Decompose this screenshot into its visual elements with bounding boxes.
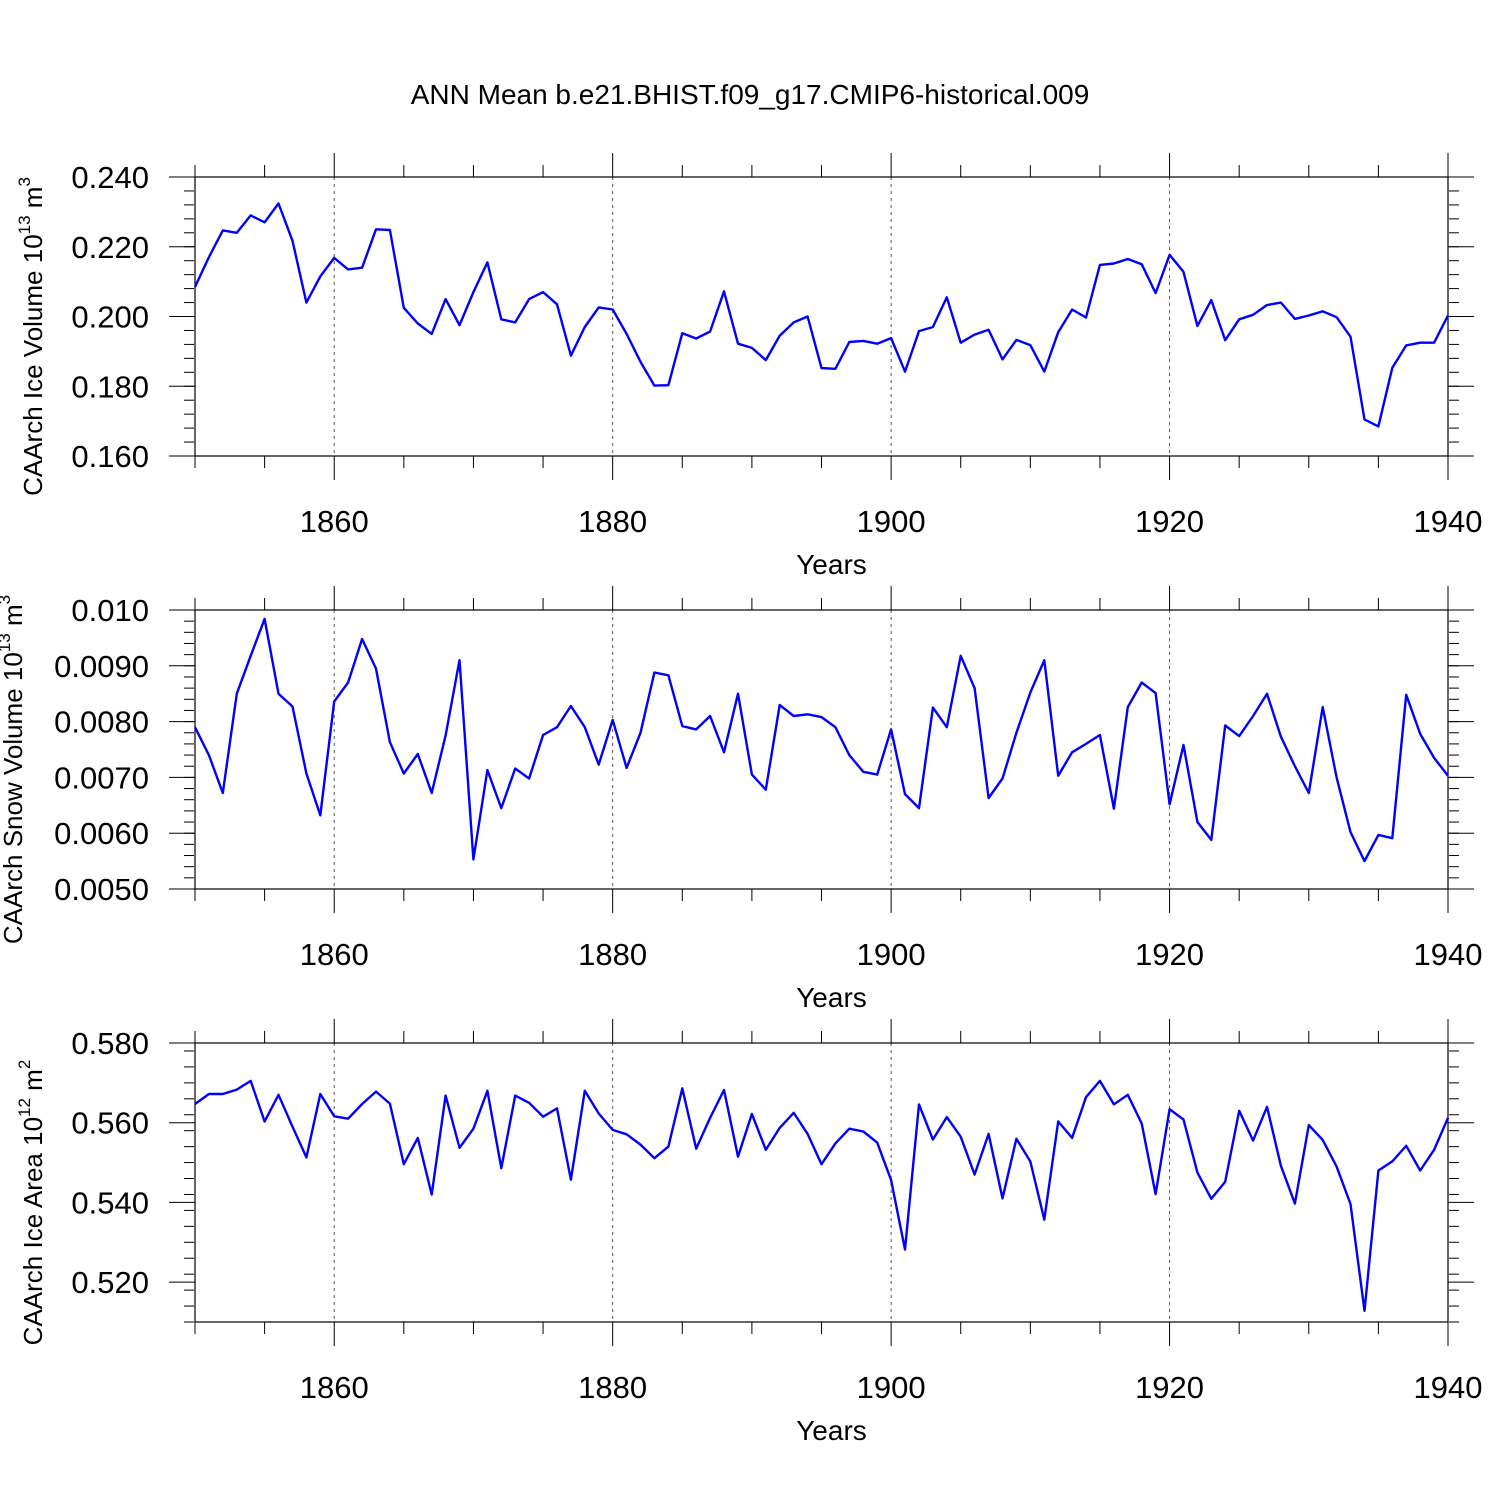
x-tick-label: 1940 (1414, 504, 1483, 539)
series-line (193, 617, 1449, 863)
x-tick-label: 1920 (1135, 937, 1204, 972)
y-tick-label: 0.180 (71, 369, 149, 404)
x-axis-label: Years (796, 982, 867, 1013)
y-axis-label-part: 12 (15, 1098, 34, 1117)
y-tick-label: 0.160 (71, 439, 149, 474)
plot-frame (194, 176, 1449, 457)
y-axis-label-part: CAArch Snow Volume 10 (0, 652, 28, 944)
y-tick-label: 0.220 (71, 230, 149, 265)
y-axis-label-part: m (18, 187, 48, 216)
y-axis-label-part: 3 (0, 595, 14, 604)
y-axis-label-part: 13 (15, 215, 34, 234)
series-line (194, 1079, 1450, 1313)
x-axis-label: Years (796, 549, 867, 580)
y-tick-label: 0.0070 (54, 760, 149, 795)
x-tick-label: 1920 (1135, 504, 1204, 539)
panel-3: 0.520 0.540 0.560 0.580 1860 1880 1900 1920 1940… (15, 1019, 1482, 1446)
plot-frame (194, 609, 1449, 890)
y-tick-label: 0.0060 (54, 816, 149, 851)
y-tick-label: 0.010 (71, 593, 149, 628)
x-tick-label: 1860 (300, 504, 369, 539)
x-tick-label: 1940 (1414, 1370, 1483, 1405)
plot-frame (194, 1042, 1449, 1323)
x-tick-label: 1880 (578, 937, 647, 972)
x-tick-label: 1880 (578, 504, 647, 539)
y-tick-label: 0.240 (71, 160, 149, 195)
x-tick-label: 1860 (300, 1370, 369, 1405)
series-line (193, 202, 1450, 428)
y-tick-label: 0.540 (71, 1185, 149, 1220)
y-axis-label-part: m (18, 1069, 48, 1098)
y-axis-label: CAArch Ice Volume 1013 m3 (15, 177, 48, 496)
x-tick-label: 1900 (857, 1370, 926, 1405)
x-tick-label: 1920 (1135, 1370, 1204, 1405)
y-tick-label: 0.0090 (54, 649, 149, 684)
x-tick-label: 1860 (300, 937, 369, 972)
x-axis-label: Years (796, 1415, 867, 1446)
y-axis-label-part: m (0, 604, 28, 633)
y-tick-label: 0.200 (71, 300, 149, 335)
x-tick-label: 1880 (578, 1370, 647, 1405)
y-tick-label: 0.560 (71, 1106, 149, 1141)
y-axis-label-part: CAArch Ice Area 10 (18, 1117, 48, 1345)
x-tick-label: 1900 (857, 937, 926, 972)
y-axis-label-part: 2 (15, 1060, 34, 1069)
y-axis-label-part: 13 (0, 633, 14, 652)
y-axis-label: CAArch Snow Volume 1013 m3 (0, 595, 28, 944)
y-axis-label-part: 3 (15, 177, 34, 186)
y-axis-label-part: CAArch Ice Volume 10 (18, 234, 48, 496)
y-tick-label: 0.580 (71, 1026, 149, 1061)
x-tick-label: 1900 (857, 504, 926, 539)
y-tick-label: 0.0050 (54, 872, 149, 907)
chart-title: ANN Mean b.e21.BHIST.f09_g17.CMIP6-histo… (411, 79, 1090, 110)
y-tick-label: 0.520 (71, 1265, 149, 1300)
x-tick-label: 1940 (1414, 937, 1483, 972)
y-axis-label: CAArch Ice Area 1012 m2 (15, 1060, 48, 1346)
panel-1: 0.160 0.180 0.200 0.220 0.240 1860 1880 1900 192… (15, 153, 1482, 580)
panel-2: 0.0050 0.0060 0.0070 0.0080 0.0090 0.010 1860 1… (0, 586, 1482, 1013)
y-tick-label: 0.0080 (54, 705, 149, 740)
